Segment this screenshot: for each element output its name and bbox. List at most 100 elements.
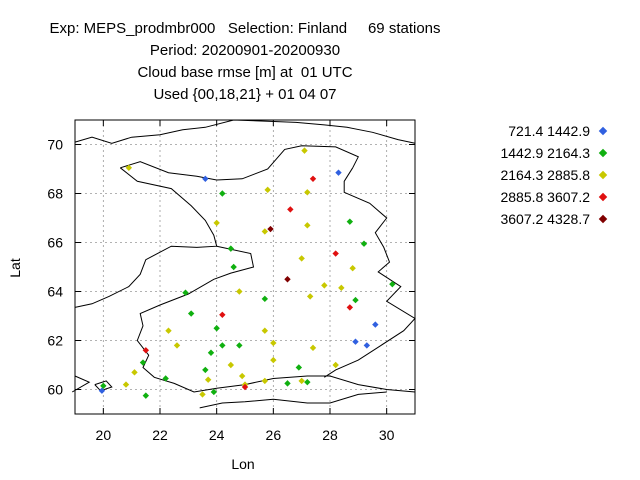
station-marker xyxy=(346,304,354,311)
station-marker xyxy=(241,383,249,391)
station-marker xyxy=(261,295,269,303)
station-marker xyxy=(219,311,226,318)
y-tick-label: 64 xyxy=(47,284,63,300)
station-marker xyxy=(227,245,235,252)
station-marker xyxy=(202,366,209,374)
y-axis-label: Lat xyxy=(7,258,23,278)
legend-marker xyxy=(598,192,608,202)
legend-label: 2885.8 3607.2 xyxy=(500,189,590,205)
legend-marker xyxy=(598,148,608,158)
station-marker xyxy=(389,280,396,288)
legend-label: 1442.9 2164.3 xyxy=(500,145,590,161)
station-marker xyxy=(335,169,342,176)
station-marker xyxy=(122,381,130,388)
legend-marker xyxy=(598,214,608,224)
station-marker xyxy=(125,164,133,171)
station-marker xyxy=(199,391,206,398)
station-marker xyxy=(338,284,345,292)
title-line-period: Period: 20200901-20200930 xyxy=(149,42,341,59)
legend-marker xyxy=(598,170,608,180)
station-marker xyxy=(210,388,218,396)
station-marker xyxy=(142,392,150,399)
station-marker xyxy=(187,310,195,317)
title-line-variable: Cloud base rmse [m] at 01 UTC xyxy=(137,64,353,81)
y-tick-label: 68 xyxy=(47,186,63,202)
coastline-segment xyxy=(136,245,416,393)
title-line-forecast-hours: Used {00,18,21} + 01 04 07 xyxy=(153,86,337,103)
station-marker xyxy=(238,372,246,380)
plot-frame xyxy=(74,119,416,415)
legend-entry: 3607.2 4328.7 xyxy=(432,208,612,230)
legend-label: 2164.3 2885.8 xyxy=(500,167,590,183)
station-marker xyxy=(304,222,311,229)
station-markers xyxy=(98,147,396,399)
y-tick-label: 66 xyxy=(47,235,63,251)
x-tick-label: 24 xyxy=(209,427,225,443)
coastline-segment xyxy=(324,167,416,378)
coastline-segment xyxy=(71,375,91,393)
station-marker xyxy=(360,240,368,247)
station-marker xyxy=(284,276,291,283)
station-marker xyxy=(207,349,215,356)
station-marker xyxy=(332,361,339,369)
station-marker xyxy=(142,347,150,354)
station-marker xyxy=(301,147,308,154)
legend-entry: 2885.8 3607.2 xyxy=(432,186,612,208)
legend-entry: 1442.9 2164.3 xyxy=(432,142,612,164)
x-axis-label: Lon xyxy=(231,456,254,472)
station-marker xyxy=(267,225,274,233)
station-marker xyxy=(332,250,339,257)
y-tick-label: 70 xyxy=(47,137,63,153)
coastline-segment xyxy=(199,391,387,409)
station-marker xyxy=(261,327,269,334)
station-marker xyxy=(182,289,189,296)
station-marker xyxy=(363,342,371,349)
station-marker xyxy=(165,327,172,334)
station-marker xyxy=(298,255,305,262)
legend-label: 3607.2 4328.7 xyxy=(500,211,590,227)
station-marker xyxy=(213,325,220,332)
station-marker xyxy=(202,175,209,182)
station-marker xyxy=(131,369,138,376)
station-marker xyxy=(304,378,311,386)
coastline-segment xyxy=(120,145,359,181)
station-marker xyxy=(162,375,169,382)
station-marker xyxy=(204,376,212,383)
legend-label: 721.4 1442.9 xyxy=(508,123,590,139)
station-marker xyxy=(173,342,181,349)
station-marker xyxy=(298,377,305,385)
station-marker xyxy=(349,265,356,272)
coastline-segment xyxy=(74,119,416,144)
y-tick-label: 62 xyxy=(47,333,63,349)
station-marker xyxy=(213,219,220,227)
station-marker xyxy=(346,218,354,225)
station-marker xyxy=(372,321,379,328)
station-marker xyxy=(284,380,291,387)
station-marker xyxy=(306,293,314,300)
grid-lines xyxy=(75,120,415,414)
legend-entry: 2164.3 2885.8 xyxy=(432,164,612,186)
station-marker xyxy=(219,342,226,349)
legend-marker xyxy=(598,126,608,136)
coastline-segment xyxy=(94,380,113,392)
station-marker xyxy=(261,377,269,385)
x-tick-label: 26 xyxy=(266,427,282,443)
station-marker xyxy=(236,288,243,295)
station-marker xyxy=(230,263,237,271)
station-marker xyxy=(98,387,106,394)
coastline-segment xyxy=(74,167,218,308)
coastline xyxy=(71,119,416,409)
station-marker xyxy=(270,356,277,364)
y-tick-label: 60 xyxy=(47,382,63,398)
axis-ticks: 20 22 24 26 28 30 60 62 64 66 68 70 xyxy=(47,120,415,443)
station-marker xyxy=(264,186,271,194)
station-marker xyxy=(227,361,235,369)
station-marker xyxy=(295,364,303,371)
station-marker xyxy=(219,190,226,197)
station-marker xyxy=(139,359,147,366)
plot-title: Exp: MEPS_prodmbr000 Selection: Finland … xyxy=(0,18,490,106)
station-marker xyxy=(309,344,317,352)
x-tick-label: 28 xyxy=(322,427,338,443)
station-marker xyxy=(270,339,277,347)
